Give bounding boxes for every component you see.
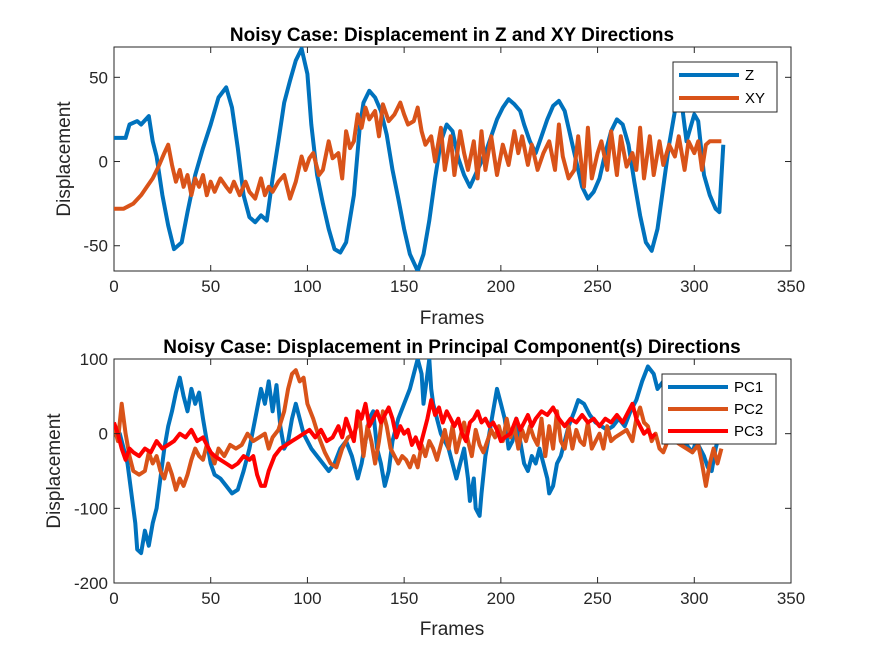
legend-top: Z XY xyxy=(672,61,778,113)
x-tick-label: 50 xyxy=(201,589,220,608)
x-axis-label-bottom: Frames xyxy=(420,619,484,640)
legend-label-z: Z xyxy=(745,67,754,84)
series-group-bottom xyxy=(114,359,724,556)
series-line-xy xyxy=(114,100,722,211)
subplot-top: 0 50 100 150 200 250 300 350 -50 0 50 Noisy Case: … xyxy=(54,25,805,329)
y-tick-label: 50 xyxy=(89,68,108,87)
x-tick-label: 200 xyxy=(487,277,515,296)
x-tick-label: 50 xyxy=(201,277,220,296)
y-axis-label-bottom: Displacement xyxy=(44,413,65,529)
y-tick-label: 0 xyxy=(99,153,108,172)
x-tick-label: 0 xyxy=(109,589,118,608)
ticks-group-bottom: 0 50 100 150 200 250 300 350 -200 -100 0 100 xyxy=(74,350,805,608)
x-tick-label: 150 xyxy=(390,589,418,608)
legend-bottom: PC1 PC2 PC3 xyxy=(661,373,777,445)
x-tick-label: 250 xyxy=(583,589,611,608)
x-tick-label: 300 xyxy=(680,277,708,296)
x-tick-label: 250 xyxy=(583,277,611,296)
x-tick-label: 200 xyxy=(487,589,515,608)
legend-label-pc1: PC1 xyxy=(734,379,763,396)
x-tick-label: 350 xyxy=(777,277,805,296)
legend-label-pc3: PC3 xyxy=(734,423,763,440)
series-line-pc3 xyxy=(114,398,657,488)
y-tick-label: 0 xyxy=(99,425,108,444)
chart-title-bottom: Noisy Case: Displacement in Principal Co… xyxy=(163,337,741,358)
y-tick-label: -200 xyxy=(74,574,108,593)
x-tick-label: 300 xyxy=(680,589,708,608)
ticks-group-top: 0 50 100 150 200 250 300 350 -50 0 50 xyxy=(83,47,805,296)
x-tick-label: 100 xyxy=(293,277,321,296)
y-tick-label: -100 xyxy=(74,499,108,518)
x-tick-label: 100 xyxy=(293,589,321,608)
legend-label-xy: XY xyxy=(745,90,765,107)
y-tick-label: 100 xyxy=(80,350,108,369)
x-axis-label-top: Frames xyxy=(420,308,484,329)
x-tick-label: 350 xyxy=(777,589,805,608)
chart-title-top: Noisy Case: Displacement in Z and XY Dir… xyxy=(230,25,674,46)
x-tick-label: 150 xyxy=(390,277,418,296)
x-tick-label: 0 xyxy=(109,277,118,296)
series-group-top xyxy=(114,47,726,271)
y-axis-label-top: Displacement xyxy=(54,101,75,217)
legend-label-pc2: PC2 xyxy=(734,401,763,418)
series-line-z xyxy=(114,47,726,271)
subplot-bottom: 0 50 100 150 200 250 300 350 -200 -100 0 100 Noisy … xyxy=(44,337,805,640)
series-line-pc1 xyxy=(114,359,722,556)
y-tick-label: -50 xyxy=(83,237,108,256)
